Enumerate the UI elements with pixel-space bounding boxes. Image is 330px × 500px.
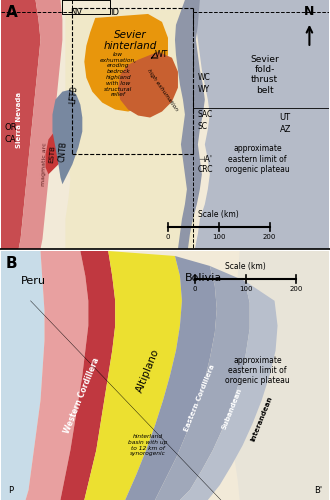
Text: CRC: CRC	[198, 165, 214, 174]
Text: Sierra Nevada: Sierra Nevada	[16, 92, 21, 148]
Text: AZ: AZ	[280, 125, 291, 134]
Text: Subandean: Subandean	[221, 386, 243, 430]
Text: 200: 200	[290, 286, 303, 292]
Polygon shape	[175, 0, 205, 249]
Text: Sevier
hinterland: Sevier hinterland	[103, 30, 157, 52]
Polygon shape	[25, 251, 88, 500]
Polygon shape	[65, 10, 195, 249]
Text: SC: SC	[198, 122, 208, 131]
Polygon shape	[195, 0, 329, 249]
Text: Interandean: Interandean	[250, 395, 274, 442]
Text: Scale (km): Scale (km)	[198, 210, 239, 219]
Text: low
exhumation,
eroding
bedrock
highland
with low
structural
relief: low exhumation, eroding bedrock highland…	[100, 52, 137, 98]
Text: P: P	[8, 486, 13, 495]
Polygon shape	[228, 251, 329, 500]
Text: LFTB: LFTB	[68, 85, 79, 104]
Polygon shape	[46, 130, 66, 174]
Polygon shape	[1, 0, 329, 249]
Text: ID: ID	[110, 8, 119, 17]
Text: magmatic arc: magmatic arc	[41, 142, 48, 186]
Text: CNTB: CNTB	[58, 140, 69, 162]
Text: Eastern C⁠ordillera: Eastern C⁠ordillera	[183, 364, 216, 433]
Polygon shape	[1, 251, 329, 500]
Text: UT: UT	[280, 113, 291, 122]
Polygon shape	[84, 251, 182, 500]
Text: N: N	[304, 5, 314, 18]
Text: 0: 0	[193, 286, 197, 292]
Text: approximate
eastern limit of
orogenic plateau: approximate eastern limit of orogenic pl…	[225, 356, 290, 386]
Polygon shape	[84, 14, 168, 112]
Text: Scale (km): Scale (km)	[225, 262, 266, 271]
Text: high exhumation: high exhumation	[146, 68, 179, 112]
Text: ⊣A': ⊣A'	[198, 155, 212, 164]
Text: WT: WT	[155, 50, 168, 59]
Text: A: A	[6, 5, 17, 20]
Text: ESTB: ESTB	[49, 146, 56, 164]
Text: Peru: Peru	[20, 276, 46, 286]
Text: 100: 100	[212, 234, 225, 240]
Polygon shape	[60, 251, 115, 500]
Polygon shape	[1, 251, 45, 500]
Polygon shape	[125, 256, 217, 500]
Text: OR: OR	[5, 123, 17, 132]
Text: hinterland
basin with up
to 12 km of
synorogenic: hinterland basin with up to 12 km of syn…	[128, 434, 168, 456]
Text: WY: WY	[198, 85, 210, 94]
Polygon shape	[180, 281, 278, 500]
Text: 200: 200	[263, 234, 276, 240]
Text: 0: 0	[166, 234, 170, 240]
Text: NV: NV	[70, 8, 82, 17]
Text: Sevier
fold-
thrust
belt: Sevier fold- thrust belt	[250, 54, 279, 95]
Text: CA: CA	[5, 135, 16, 144]
Text: B': B'	[314, 486, 322, 495]
Text: 100: 100	[239, 286, 252, 292]
Text: B: B	[6, 256, 17, 271]
Polygon shape	[118, 52, 178, 118]
Text: Bolivia: Bolivia	[185, 273, 222, 283]
Text: SAC: SAC	[198, 110, 213, 119]
Polygon shape	[1, 0, 41, 249]
Text: Western Cordillera: Western Cordillera	[63, 356, 102, 434]
Text: approximate
eastern limit of
orogenic plateau: approximate eastern limit of orogenic pl…	[225, 144, 290, 174]
Polygon shape	[155, 266, 250, 500]
Polygon shape	[52, 90, 82, 184]
Text: WC: WC	[198, 73, 211, 82]
Polygon shape	[18, 0, 62, 249]
Text: Altiplano: Altiplano	[135, 347, 161, 394]
